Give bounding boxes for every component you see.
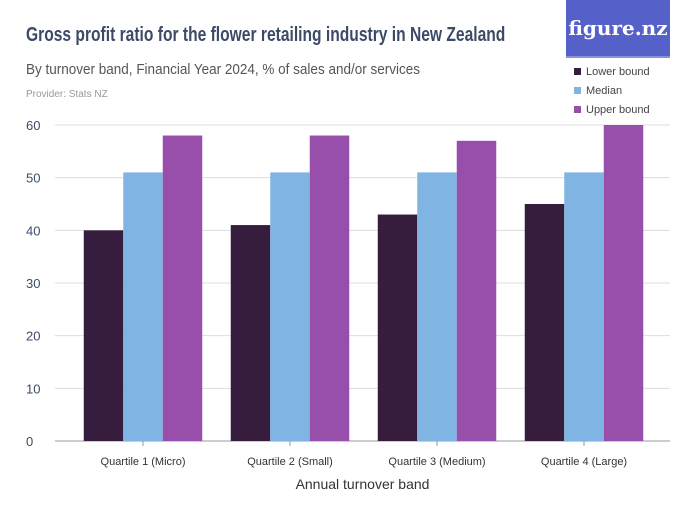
chart-subtitle: By turnover band, Financial Year 2024, %…	[26, 61, 420, 78]
legend-item: Lower bound	[574, 62, 650, 81]
bar-upper-bound	[309, 135, 350, 442]
y-tick-label: 10	[26, 381, 40, 396]
legend-label: Median	[586, 84, 623, 97]
legend-swatch	[574, 87, 581, 94]
x-tick-label: Quartile 2 (Small)	[247, 456, 333, 468]
bar-lower-bound	[230, 225, 271, 441]
x-tick-label: Quartile 4 (Large)	[541, 456, 627, 468]
bar-lower-bound	[524, 204, 565, 441]
y-tick-label: 0	[26, 434, 33, 449]
legend-item: Upper bound	[574, 100, 650, 119]
bar-upper-bound	[456, 140, 497, 442]
y-tick-label: 40	[26, 223, 40, 238]
legend-label: Lower bound	[586, 65, 650, 78]
bar-lower-bound	[83, 230, 124, 441]
x-tick-label: Quartile 3 (Medium)	[388, 456, 485, 468]
chart-title: Gross profit ratio for the flower retail…	[26, 24, 506, 46]
legend-swatch	[574, 106, 581, 113]
x-axis-label: Annual turnover band	[296, 476, 430, 492]
provider-label: Provider: Stats NZ	[26, 89, 108, 100]
x-tick-label: Quartile 1 (Micro)	[101, 456, 186, 468]
bar-upper-bound	[162, 135, 203, 442]
figure-nz-logo[interactable]: figure.nz	[566, 0, 670, 58]
legend-item: Median	[574, 81, 650, 100]
y-tick-label: 60	[26, 118, 40, 133]
bar-median	[270, 172, 310, 441]
y-tick-label: 20	[26, 329, 40, 344]
y-tick-label: 50	[26, 171, 40, 186]
bar-median	[417, 172, 457, 441]
bar-median	[564, 172, 604, 441]
legend-swatch	[574, 68, 581, 75]
bar-median	[123, 172, 163, 441]
y-tick-label: 30	[26, 276, 40, 291]
bar-upper-bound	[603, 125, 644, 441]
bar-lower-bound	[377, 214, 418, 441]
legend-label: Upper bound	[586, 103, 650, 116]
legend: Lower bound Median Upper bound	[574, 62, 650, 119]
